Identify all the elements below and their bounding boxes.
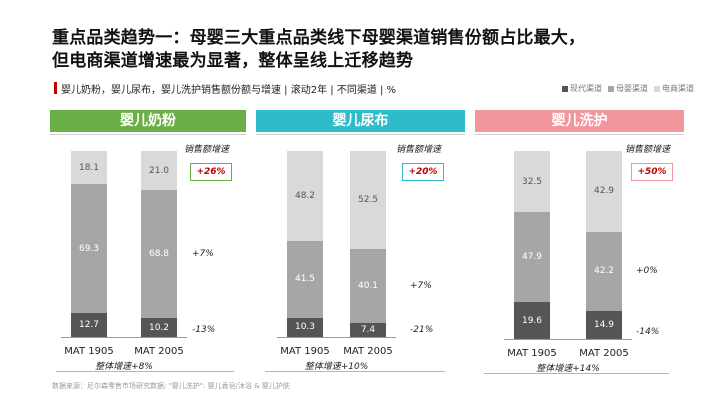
data-label: 42.9 [593,186,615,197]
title-line-1: 重点品类趋势一：母婴三大重点品类线下母婴渠道销售份额占比最大， [52,28,586,48]
data-label: 52.5 [357,194,379,205]
legend-swatch-maternal [608,85,614,92]
legend-swatch-ecommerce [654,85,660,92]
x-axis-line [277,337,396,338]
data-label: 7.4 [360,325,376,336]
bar-segment-ecommerce-channel: 32.5 [514,151,550,213]
x-tick-label: MAT 1905 [507,348,557,359]
title-line-2: 但电商渠道增速最为显著，整体呈线上迁移趋势 [52,51,414,71]
growth-modern-channel: -21% [410,325,434,335]
bar-segment-maternal-channel: 47.9 [514,212,550,303]
x-axis-line [504,339,632,340]
data-label: 32.5 [521,176,543,187]
growth-modern-channel: -14% [636,327,660,337]
panel-header: 婴儿尿布 [256,110,465,132]
bar-segment-modern-channel: 19.6 [514,302,550,339]
growth-modern-channel: -13% [192,325,216,335]
growth-maternal-channel: +7% [192,249,214,260]
page-title: 重点品类趋势一：母婴三大重点品类线下母婴渠道销售份额占比最大， 但电商渠道增速最… [52,27,692,73]
x-tick-label: MAT 1905 [280,346,330,357]
bar-segment-maternal-channel: 41.5 [287,240,323,318]
bar-segment-ecommerce-channel: 18.1 [71,150,107,185]
panel-divider [50,134,246,135]
overall-growth-line [484,373,669,374]
bar-segment-maternal-channel: 68.8 [141,190,177,318]
bar-segment-modern-channel: 14.9 [586,310,622,339]
bar-segment-modern-channel: 10.2 [141,318,177,337]
overall-growth-line [265,371,445,372]
x-axis-line [61,337,187,338]
growth-rate-label: 销售额增速 [184,145,230,155]
panel-divider [256,134,465,135]
growth-badge-ecommerce: +26% [190,163,232,181]
bar-segment-modern-channel: 10.3 [287,317,323,337]
x-tick-label: MAT 2005 [579,348,629,359]
data-label: 41.5 [294,274,316,285]
overall-growth-line [56,371,234,372]
legend-label-modern: 现代渠道 [570,84,602,93]
legend-label-ecommerce: 电商渠道 [662,84,694,93]
overall-growth: 整体增速+14% [536,364,600,374]
bar-segment-modern-channel: 7.4 [350,323,386,337]
x-tick-label: MAT 1905 [64,346,114,357]
growth-rate-label: 销售额增速 [396,145,442,155]
data-label: 12.7 [78,320,100,331]
growth-maternal-channel: +0% [636,266,658,277]
legend-item-modern: 现代渠道 [562,83,602,94]
data-label: 68.8 [148,249,170,260]
growth-rate-label: 销售额增速 [625,145,671,155]
data-label: 18.1 [78,162,100,173]
legend-item-ecommerce: 电商渠道 [654,83,694,94]
growth-badge-ecommerce: +50% [631,163,673,181]
panel-header: 婴儿奶粉 [50,110,246,132]
panel-divider [475,134,684,135]
legend: 现代渠道 母婴渠道 电商渠道 [562,83,694,94]
bar-segment-ecommerce-channel: 42.9 [586,151,622,232]
data-label: 40.1 [357,280,379,291]
data-label: 69.3 [78,243,100,254]
bar-segment-ecommerce-channel: 52.5 [350,151,386,249]
bar-segment-maternal-channel: 40.1 [350,248,386,324]
legend-swatch-modern [562,85,568,92]
bar-segment-ecommerce-channel: 21.0 [141,151,177,191]
x-tick-label: MAT 2005 [343,346,393,357]
bar-segment-maternal-channel: 42.2 [586,231,622,311]
data-label: 10.3 [294,322,316,333]
data-label: 48.2 [294,190,316,201]
data-label: 47.9 [521,252,543,263]
bar-segment-modern-channel: 12.7 [71,313,107,337]
panel-header: 婴儿洗护 [475,110,684,132]
growth-badge-ecommerce: +20% [402,163,444,181]
legend-item-maternal: 母婴渠道 [608,83,648,94]
data-label: 14.9 [593,319,615,330]
source-note: 数据来源：尼尔森零售市场研究数据; "婴儿洗护": 婴儿香皂/沐浴 & 婴儿护肤 [52,382,290,390]
legend-label-maternal: 母婴渠道 [616,84,648,93]
overall-growth: 整体增速+10% [304,362,369,372]
bar-segment-maternal-channel: 69.3 [71,184,107,314]
subtitle: 婴儿奶粉，婴儿尿布，婴儿洗护销售额份额与增速 | 滚动2年 | 不同渠道 | % [61,85,397,96]
data-label: 10.2 [148,322,170,333]
data-label: 19.6 [521,315,543,326]
bar-segment-ecommerce-channel: 48.2 [287,151,323,241]
overall-growth: 整体增速+8% [95,362,153,372]
growth-maternal-channel: +7% [410,280,432,291]
x-tick-label: MAT 2005 [134,346,184,357]
data-label: 42.2 [593,266,615,277]
subtitle-accent-bar [54,82,57,94]
data-label: 21.0 [148,165,170,176]
